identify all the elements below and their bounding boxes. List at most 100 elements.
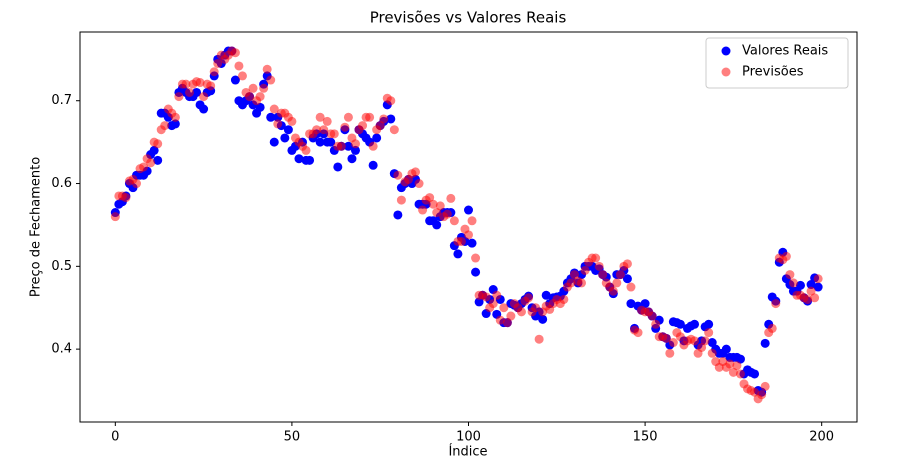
point (245, 92, 255, 102)
point (319, 125, 329, 135)
x-tick-label: 0 (111, 430, 119, 445)
point (396, 195, 406, 205)
y-tick-label: 0.7 (51, 93, 72, 108)
point (432, 208, 442, 218)
point (153, 155, 163, 165)
point (488, 299, 498, 309)
point (386, 96, 396, 106)
point (174, 92, 184, 102)
point (199, 104, 209, 114)
point (347, 154, 357, 164)
point (283, 125, 293, 135)
point (170, 112, 180, 122)
point (312, 125, 322, 135)
point (255, 102, 265, 112)
point (386, 114, 396, 124)
point (492, 290, 502, 300)
point (531, 303, 541, 313)
point (735, 369, 745, 379)
y-tick-label: 0.4 (51, 342, 72, 357)
point (368, 160, 378, 170)
point (757, 390, 767, 400)
y-tick-label: 0.5 (51, 259, 72, 274)
point (153, 139, 163, 149)
point (767, 323, 777, 333)
point (690, 336, 700, 346)
point (170, 119, 180, 129)
point (269, 137, 279, 147)
point (273, 119, 283, 129)
point (813, 274, 823, 284)
x-tick-label: 150 (633, 430, 658, 445)
point (195, 78, 205, 88)
point (456, 236, 466, 246)
point (534, 334, 544, 344)
point (230, 75, 240, 85)
point (358, 121, 368, 131)
point (449, 216, 459, 226)
point (806, 280, 816, 290)
point (435, 201, 445, 211)
point (771, 299, 781, 309)
point (209, 67, 219, 77)
point (294, 154, 304, 164)
point (633, 328, 643, 338)
point (206, 81, 216, 91)
point (418, 205, 428, 215)
point (139, 162, 149, 172)
point (697, 342, 707, 352)
point (326, 137, 336, 147)
point (467, 238, 477, 248)
point (414, 179, 424, 189)
point (368, 141, 378, 151)
point (230, 48, 240, 58)
point (559, 294, 569, 304)
point (732, 361, 742, 371)
point (160, 121, 170, 131)
point (132, 179, 142, 189)
point (442, 209, 452, 219)
point (259, 83, 269, 93)
point (287, 116, 297, 126)
point (750, 369, 760, 379)
x-tick-label: 50 (284, 430, 301, 445)
point (237, 71, 247, 81)
point (760, 381, 770, 391)
point (464, 205, 473, 215)
point (626, 282, 636, 292)
point (199, 92, 209, 102)
point (425, 193, 435, 203)
point (340, 122, 350, 132)
point (675, 319, 685, 329)
point (622, 274, 632, 284)
point (262, 64, 272, 74)
point (538, 314, 548, 324)
point (704, 319, 714, 329)
point (750, 387, 760, 397)
point (234, 61, 244, 71)
point (146, 158, 156, 168)
point (350, 145, 360, 155)
point (266, 75, 276, 85)
point (541, 290, 551, 300)
point (721, 344, 731, 354)
point (301, 145, 311, 155)
legend-box (705, 37, 849, 89)
point (280, 133, 290, 143)
point (668, 338, 678, 348)
y-axis-label: Preço de Fechamento (29, 157, 44, 297)
point (580, 265, 590, 275)
point (577, 278, 587, 288)
y-tick-label: 0.6 (51, 176, 72, 191)
legend-label: Valores Reais (742, 44, 828, 59)
point (149, 145, 159, 155)
point (315, 112, 325, 122)
point (665, 348, 675, 358)
point (707, 348, 717, 358)
point (446, 193, 456, 203)
point (428, 199, 438, 209)
point (453, 249, 463, 259)
point (675, 332, 685, 342)
point (315, 137, 325, 147)
point (615, 270, 625, 280)
